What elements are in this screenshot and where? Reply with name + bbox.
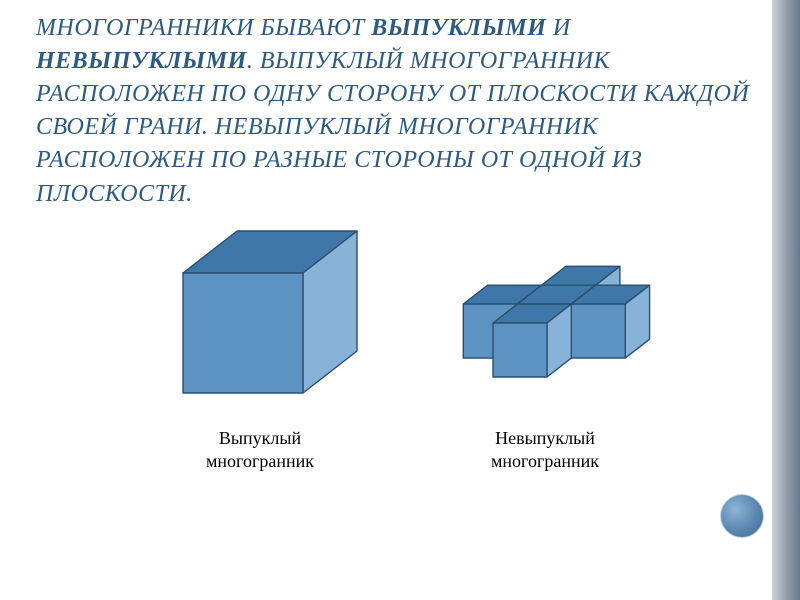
figure-convex: Выпуклый многогранник bbox=[155, 225, 365, 474]
convex-cube-icon bbox=[155, 225, 365, 415]
slide-right-border bbox=[772, 0, 800, 600]
nav-dot-button[interactable] bbox=[720, 494, 764, 538]
caption-convex: Выпуклый многогранник bbox=[206, 427, 314, 474]
heading-text-1: МНОГОГРАННИКИ БЫВАЮТ bbox=[36, 15, 371, 41]
slide-heading: МНОГОГРАННИКИ БЫВАЮТ ВЫПУКЛЫМИ И НЕВЫПУК… bbox=[0, 0, 800, 211]
caption-convex-l2: многогранник bbox=[206, 451, 314, 471]
figure-nonconvex: Невыпуклый многогранник bbox=[425, 225, 665, 474]
heading-bold-1: ВЫПУКЛЫМИ bbox=[371, 15, 546, 41]
caption-convex-l1: Выпуклый bbox=[219, 428, 301, 448]
nonconvex-cross-icon bbox=[425, 225, 665, 415]
caption-nonconvex-l2: многогранник bbox=[491, 451, 599, 471]
heading-bold-2: НЕВЫПУКЛЫМИ bbox=[36, 48, 247, 74]
figures-row: Выпуклый многогранник Невыпуклый многогр… bbox=[0, 225, 800, 474]
caption-nonconvex: Невыпуклый многогранник bbox=[491, 427, 599, 474]
heading-mid: И bbox=[546, 15, 570, 41]
caption-nonconvex-l1: Невыпуклый bbox=[495, 428, 595, 448]
